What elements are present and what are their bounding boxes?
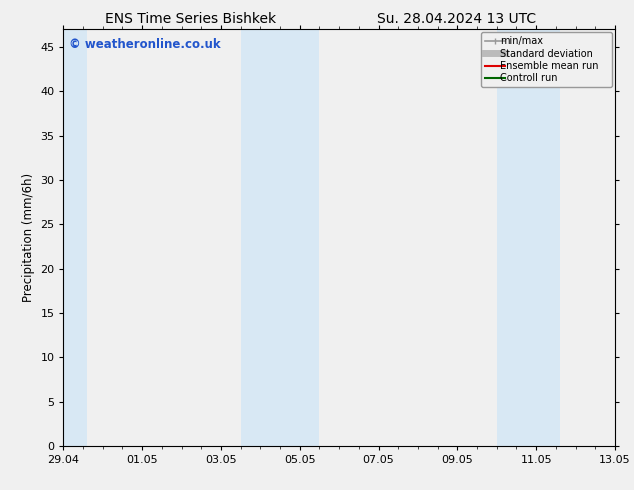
Text: Su. 28.04.2024 13 UTC: Su. 28.04.2024 13 UTC xyxy=(377,12,536,26)
Legend: min/max, Standard deviation, Ensemble mean run, Controll run: min/max, Standard deviation, Ensemble me… xyxy=(481,32,612,87)
Bar xyxy=(497,29,560,446)
Y-axis label: Precipitation (mm/6h): Precipitation (mm/6h) xyxy=(22,173,35,302)
Bar xyxy=(241,29,320,446)
Text: © weatheronline.co.uk: © weatheronline.co.uk xyxy=(69,38,221,51)
Bar xyxy=(63,29,87,446)
Text: ENS Time Series Bishkek: ENS Time Series Bishkek xyxy=(105,12,276,26)
